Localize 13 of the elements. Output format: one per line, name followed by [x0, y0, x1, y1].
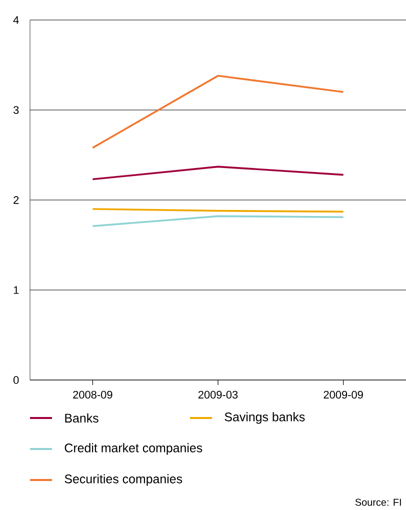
legend-label: Banks	[65, 413, 98, 423]
x-tick-label: 2009-03	[198, 390, 238, 399]
x-tick-label: 2009-09	[324, 390, 363, 399]
legend-label: Savings banks	[224, 412, 305, 424]
source-note: Source: FI	[355, 498, 401, 506]
legend-label: Credit market companies	[64, 443, 202, 455]
y-tick-label: 0	[13, 376, 19, 384]
x-tick-label: 2008-09	[73, 390, 112, 399]
y-tick-label: 3	[13, 106, 19, 114]
legend-label: Securities companies	[64, 474, 182, 486]
y-tick-label: 2	[14, 196, 19, 204]
y-tick-label: 4	[13, 16, 19, 24]
y-tick-label: 1	[14, 286, 19, 294]
